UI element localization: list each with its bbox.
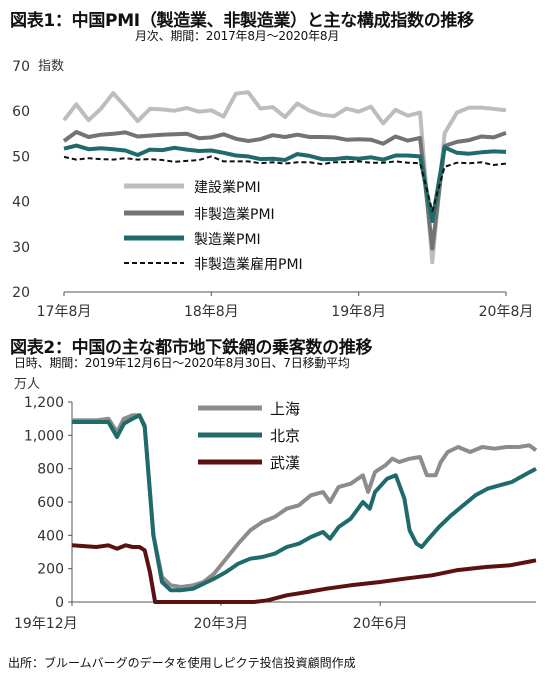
chart2-y-tick-4: 800 — [37, 462, 64, 478]
chart1-series-2 — [63, 143, 507, 223]
chart2-legend-label-1: 北京 — [270, 427, 300, 445]
chart1-y-tick-5: 70 — [12, 59, 30, 75]
chart2-y-tick-1: 200 — [37, 562, 64, 578]
chart2-legend-label-0: 上海 — [270, 400, 300, 418]
chart1-x-tick-2: 19年8月 — [331, 304, 386, 320]
chart2-legend-label-2: 武漢 — [270, 454, 300, 472]
chart1-y-tick-4: 60 — [12, 104, 30, 120]
chart1-x-tick-0: 17年8月 — [37, 304, 92, 320]
chart2-y-tick-6: 1,200 — [24, 395, 64, 411]
chart1-title: 図表1：中国PMI（製造業、非製造業）と主な構成指数の推移 — [10, 11, 474, 31]
chart1-series-1 — [62, 130, 507, 251]
chart1-y-tick-1: 30 — [12, 240, 30, 256]
chart1-legend-label-3: 非製造業雇用PMI — [194, 256, 303, 273]
chart1-y-tick-0: 20 — [12, 285, 30, 301]
chart2-x-tick-2: 20年6月 — [353, 616, 408, 632]
chart2-x-tick-1: 20年3月 — [194, 616, 249, 632]
chart1-series-3 — [63, 155, 507, 213]
chart2-y-tick-0: 0 — [55, 595, 64, 611]
chart2-x-tick-0: 19年12月 — [14, 616, 78, 632]
chart1-series-0 — [62, 90, 507, 265]
chart2-series-1 — [72, 413, 537, 593]
source-note: 出所：ブルームバーグのデータを使用しピクテ投信投資顧問作成 — [8, 656, 356, 670]
chart2-y-label: 万人 — [14, 377, 40, 392]
chart1-x-tick-1: 18年8月 — [184, 304, 239, 320]
chart2-series-2 — [71, 543, 537, 604]
chart1-subtitle: 月次、期間：2017年8月～2020年8月 — [135, 29, 340, 43]
chart2-y-tick-3: 600 — [37, 495, 64, 511]
chart1-legend-label-1: 非製造業PMI — [194, 207, 275, 223]
chart2-plot: 0 200 400 600 800 1,000 1,200 万人 19年12月 20年3月 20年6… — [14, 377, 538, 632]
chart2-title: 図表2：中国の主な都市地下鉄網の乗客数の推移 — [10, 338, 373, 358]
chart1-plot: 20 30 40 50 60 70 指数 17年8月 18年8月 19年8月 20年8月 建設業PM… — [12, 59, 534, 320]
chart2-subtitle: 日時、期間：2019年12月6日～2020年8月30日、7日移動平均 — [14, 356, 350, 370]
chart1-legend-label-0: 建設業PMI — [194, 180, 261, 196]
chart1-legend-label-2: 製造業PMI — [194, 232, 261, 248]
chart1-y-tick-3: 50 — [12, 149, 30, 165]
chart2-y-tick-5: 1,000 — [24, 428, 64, 444]
chart1-y-tick-2: 40 — [12, 195, 30, 211]
chart2-y-tick-2: 400 — [37, 528, 64, 544]
chart1-y-label: 指数 — [38, 59, 64, 74]
chart1-x-tick-3: 20年8月 — [479, 304, 534, 320]
